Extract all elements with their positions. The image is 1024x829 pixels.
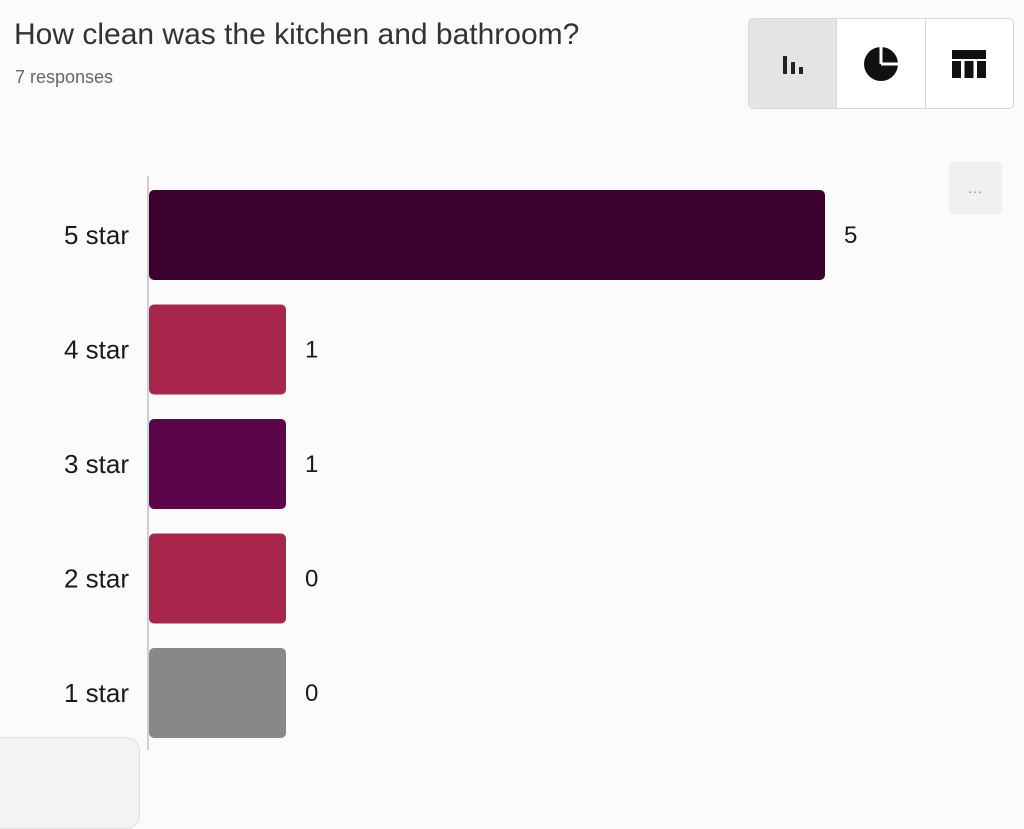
response-count: 7 responses [15,67,114,87]
bar-3-star[interactable] [149,419,286,509]
more-options-button[interactable]: ... [949,162,1002,214]
table-icon [952,49,987,78]
table-view-button[interactable] [924,19,1013,108]
category-label: 1 star [64,678,129,708]
category-label: 5 star [64,220,129,250]
value-label: 1 [305,451,318,478]
category-label: 3 star [64,449,129,479]
question-title: How clean was the kitchen and bathroom? [14,18,580,51]
category-label: 2 star [64,564,129,594]
bar-4-star[interactable] [149,304,286,395]
bar-chart: 5 star 5 4 star 1 3 star 1 2 star 0 1 star 0 [64,176,857,750]
bar-chart-view-button[interactable] [749,19,837,108]
bottom-panel [0,737,140,829]
value-label: 5 [844,222,857,249]
value-label: 0 [305,566,318,593]
value-label: 1 [305,337,318,364]
pie-chart-view-button[interactable] [836,19,924,108]
pie-chart-icon [863,46,898,81]
category-label: 4 star [64,335,129,365]
bar-1-star[interactable] [149,648,286,738]
value-label: 0 [305,680,318,707]
bar-5-star[interactable] [149,190,825,280]
chart-view-toggle [748,18,1014,109]
bar-chart-icon [782,55,803,74]
bar-2-star[interactable] [149,533,286,624]
